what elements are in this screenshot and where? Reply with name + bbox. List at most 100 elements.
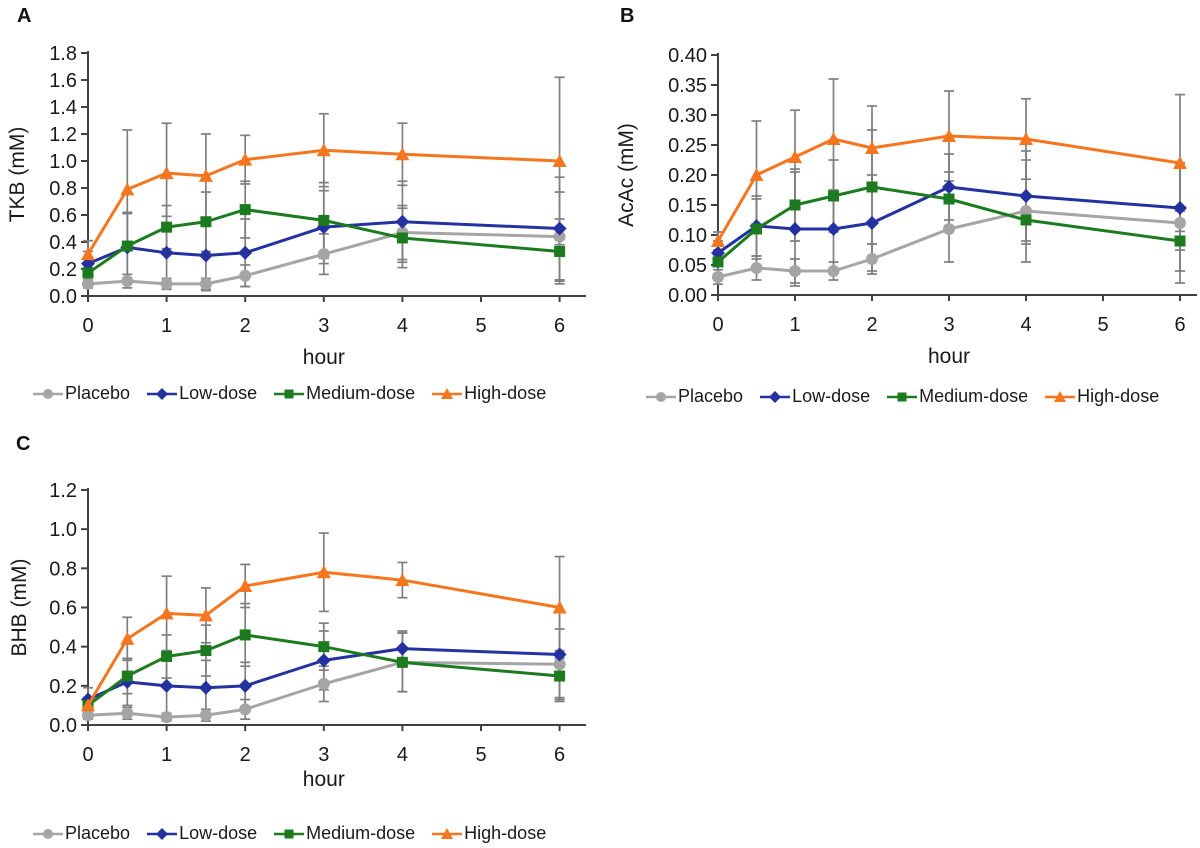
svg-text:1.2: 1.2 (49, 124, 77, 146)
svg-text:2: 2 (240, 315, 251, 337)
legend-item-medium-dose: Medium-dose (887, 386, 1028, 407)
svg-text:3: 3 (318, 315, 329, 337)
svg-text:0.4: 0.4 (49, 232, 77, 254)
svg-text:3: 3 (943, 314, 954, 336)
svg-text:0.4: 0.4 (49, 637, 77, 659)
legend-item-medium-dose: Medium-dose (274, 823, 415, 844)
svg-text:1.4: 1.4 (49, 97, 77, 119)
legend-item-high-dose: High-dose (432, 823, 546, 844)
bhb-chart: 0.0 0.2 0.4 0.6 0.8 1.0 1.2 0 1 2 3 4 5 6 hour BHB (mM) (8, 480, 586, 791)
medium-dose-marker-icon (274, 826, 305, 842)
svg-text:0.35: 0.35 (668, 75, 707, 97)
legend-label-low-dose: Low-dose (179, 383, 258, 403)
svg-text:0.15: 0.15 (668, 195, 707, 217)
svg-text:4: 4 (397, 744, 408, 766)
legend-label-placebo: Placebo (65, 383, 131, 403)
svg-text:0.30: 0.30 (668, 105, 707, 127)
svg-text:6: 6 (1174, 314, 1185, 336)
tkb-chart: 0.0 0.2 0.4 0.6 0.8 1.0 1.2 1.4 1.6 1.8 0 1 2 3 4 5 6 hou… (6, 43, 586, 369)
svg-text:1.0: 1.0 (49, 519, 77, 541)
legend-label-medium-dose: Medium-dose (919, 386, 1029, 406)
svg-text:0.8: 0.8 (49, 178, 77, 200)
svg-text:0.8: 0.8 (49, 558, 77, 580)
medium-dose-marker-icon (887, 389, 918, 405)
svg-text:3: 3 (318, 744, 329, 766)
low-dose-marker-icon (147, 826, 178, 842)
svg-text:1: 1 (789, 314, 800, 336)
legend-label-high-dose: High-dose (464, 383, 547, 403)
svg-text:0: 0 (712, 314, 723, 336)
svg-text:5: 5 (475, 315, 486, 337)
svg-text:1.0: 1.0 (49, 151, 77, 173)
high-dose-marker-icon (1045, 389, 1076, 405)
svg-text:1.2: 1.2 (49, 480, 77, 502)
svg-text:2: 2 (240, 744, 251, 766)
legend-label-high-dose: High-dose (1077, 386, 1160, 406)
svg-text:0.6: 0.6 (49, 598, 77, 620)
low-dose-marker-icon (147, 386, 178, 402)
svg-text:0.0: 0.0 (49, 715, 77, 737)
svg-text:0.25: 0.25 (668, 135, 707, 157)
svg-text:4: 4 (397, 315, 408, 337)
placebo-marker-icon (646, 389, 676, 405)
legend-item-low-dose: Low-dose (147, 383, 257, 404)
legend-item-low-dose: Low-dose (147, 823, 257, 844)
panel-a: A 0.0 0.2 0.4 0.6 0.8 1.0 1.2 1.4 1.6 1.8 0 1 2 3 4 5 6 h… (0, 0, 600, 424)
placebo-marker-icon (33, 386, 63, 402)
svg-text:AcAc (mM): AcAc (mM) (615, 123, 638, 227)
svg-text:0.40: 0.40 (668, 45, 707, 67)
acac-chart: 0.00 0.05 0.10 0.15 0.20 0.25 0.30 0.35 0.40 0 1 2 3… (615, 45, 1197, 368)
svg-text:1.8: 1.8 (49, 43, 77, 65)
legend-item-low-dose: Low-dose (760, 386, 870, 407)
svg-text:6: 6 (554, 315, 565, 337)
svg-text:hour: hour (303, 768, 345, 791)
panel-a-legend: Placebo Low-dose Medium-dose High-dose (33, 383, 546, 404)
svg-text:5: 5 (1097, 314, 1108, 336)
panel-b-label: B (620, 5, 635, 27)
placebo-marker-icon (33, 826, 63, 842)
svg-text:TKB (mM): TKB (mM) (6, 127, 29, 223)
panel-c-legend: Placebo Low-dose Medium-dose High-dose (33, 823, 546, 844)
svg-text:0.05: 0.05 (668, 255, 707, 277)
svg-text:hour: hour (928, 345, 970, 368)
svg-text:BHB (mM): BHB (mM) (8, 559, 31, 657)
legend-item-medium-dose: Medium-dose (274, 383, 415, 404)
legend-label-placebo: Placebo (65, 823, 131, 843)
svg-text:0: 0 (82, 744, 93, 766)
svg-text:0.10: 0.10 (668, 225, 707, 247)
high-dose-marker-icon (432, 826, 463, 842)
svg-text:hour: hour (303, 346, 345, 369)
svg-text:0: 0 (82, 315, 93, 337)
legend-label-placebo: Placebo (678, 386, 744, 406)
svg-text:1: 1 (161, 315, 172, 337)
legend-label-high-dose: High-dose (464, 823, 547, 843)
legend-item-placebo: Placebo (33, 383, 130, 404)
svg-text:4: 4 (1020, 314, 1031, 336)
low-dose-marker-icon (760, 389, 791, 405)
svg-text:0.20: 0.20 (668, 165, 707, 187)
legend-item-placebo: Placebo (33, 823, 130, 844)
legend-label-low-dose: Low-dose (179, 823, 258, 843)
svg-text:0.6: 0.6 (49, 205, 77, 227)
svg-text:1.6: 1.6 (49, 70, 77, 92)
legend-item-high-dose: High-dose (1045, 386, 1159, 407)
svg-text:6: 6 (554, 744, 565, 766)
legend-label-medium-dose: Medium-dose (306, 823, 416, 843)
svg-text:0.2: 0.2 (49, 259, 77, 281)
panel-c: C 0.0 0.2 0.4 0.6 0.8 1.0 1.2 0 1 2 3 4 5 6 hour BHB (m… (0, 424, 600, 848)
high-dose-marker-icon (432, 386, 463, 402)
legend-label-medium-dose: Medium-dose (306, 383, 416, 403)
svg-text:0.00: 0.00 (668, 285, 707, 307)
panel-b: B 0.00 0.05 0.10 0.15 0.20 0.25 0.30 0.35 0.40 0 1… (600, 0, 1200, 424)
legend-label-low-dose: Low-dose (792, 386, 871, 406)
svg-text:5: 5 (475, 744, 486, 766)
svg-text:0.2: 0.2 (49, 676, 77, 698)
panel-b-legend: Placebo Low-dose Medium-dose High-dose (646, 386, 1159, 407)
svg-text:2: 2 (866, 314, 877, 336)
panel-a-label: A (17, 5, 32, 27)
svg-text:1: 1 (161, 744, 172, 766)
panel-c-label: C (16, 433, 31, 455)
legend-item-placebo: Placebo (646, 386, 743, 407)
svg-text:0.0: 0.0 (49, 286, 77, 308)
